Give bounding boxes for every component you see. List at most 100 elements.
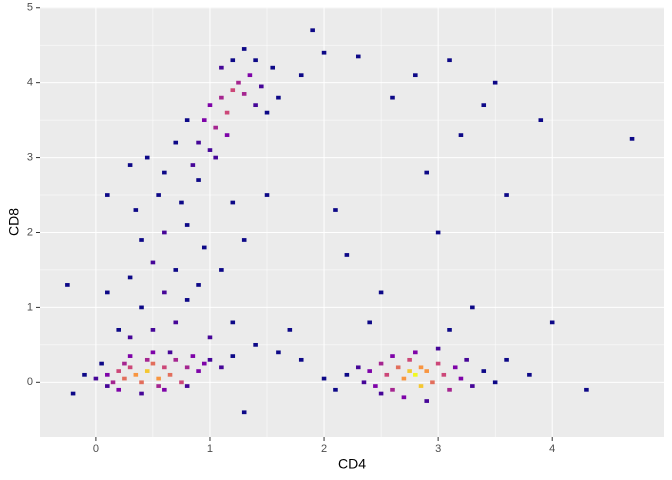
bin [127, 335, 133, 340]
bin [435, 230, 441, 235]
bin [418, 365, 424, 370]
bin [452, 365, 458, 370]
bin [230, 200, 236, 205]
y-tick-label: 3 [27, 151, 33, 163]
bin [196, 369, 201, 373]
bin [390, 354, 395, 358]
x-tick-label: 2 [321, 443, 327, 455]
bin [527, 372, 532, 377]
bin [401, 395, 407, 400]
bin [116, 369, 121, 373]
bin [99, 361, 104, 366]
bin [367, 320, 372, 325]
bin [139, 391, 144, 396]
bin [344, 253, 350, 257]
bin [447, 387, 452, 392]
bin [179, 380, 184, 385]
bin [384, 372, 390, 377]
bin [230, 88, 236, 93]
bin [167, 372, 173, 377]
bin [127, 354, 133, 358]
bin [538, 118, 544, 122]
bin [127, 365, 133, 370]
bin [156, 193, 161, 197]
bin [367, 369, 372, 373]
bin [173, 268, 179, 272]
bin [504, 193, 509, 197]
bin [139, 238, 144, 242]
bin [219, 365, 224, 370]
bin [127, 275, 133, 280]
bin [264, 193, 270, 197]
bin [492, 80, 498, 85]
bin [253, 103, 258, 108]
bin [418, 384, 424, 388]
bin [213, 125, 218, 130]
bin [150, 260, 156, 265]
bin [219, 95, 224, 100]
bin [207, 335, 213, 340]
bin [247, 73, 253, 78]
bin [105, 193, 110, 197]
bin [162, 170, 167, 175]
bin [196, 178, 201, 182]
bin [122, 376, 127, 381]
bin [144, 357, 150, 362]
bin [150, 328, 156, 332]
bin [276, 350, 281, 355]
bin [139, 380, 144, 385]
y-tick-label: 0 [27, 376, 33, 388]
bin [184, 298, 190, 302]
bin [470, 305, 475, 310]
bin [65, 283, 70, 287]
bin [464, 357, 469, 362]
bin [270, 65, 275, 70]
bin [447, 58, 452, 63]
bin [629, 136, 635, 141]
bin [401, 376, 407, 381]
bin [241, 238, 247, 242]
bin [190, 354, 196, 358]
y-tick-label: 5 [27, 2, 33, 14]
bin [162, 365, 167, 370]
bin [201, 245, 207, 250]
y-tick-label: 1 [27, 301, 33, 313]
bin [264, 110, 270, 115]
x-tick-label: 3 [435, 443, 441, 455]
bin [355, 54, 361, 59]
x-axis-title: CD4 [338, 456, 366, 472]
bin [344, 372, 350, 377]
bin [162, 290, 167, 295]
bin [373, 384, 378, 388]
bin [139, 305, 144, 310]
bin [156, 384, 161, 388]
bin [298, 73, 304, 78]
bin [430, 380, 435, 385]
bin [378, 391, 384, 396]
bin [413, 350, 418, 355]
bin [241, 47, 247, 51]
bin [173, 140, 179, 145]
bin [310, 28, 315, 33]
bin [253, 58, 258, 63]
y-axis-title: CD8 [6, 208, 22, 236]
bin [390, 95, 395, 100]
bin [230, 58, 236, 63]
bin [110, 380, 116, 385]
bin [219, 268, 224, 272]
bin [162, 230, 167, 235]
bin [144, 155, 150, 160]
bin [105, 290, 110, 295]
bin [481, 103, 487, 108]
bin [390, 387, 395, 392]
bin [116, 328, 121, 332]
bin [184, 365, 190, 370]
bin [441, 372, 447, 377]
bin [156, 376, 161, 381]
x-tick-label: 1 [207, 443, 213, 455]
bin [458, 133, 464, 137]
bin [241, 92, 247, 96]
bin [241, 410, 247, 415]
bin [470, 384, 475, 388]
